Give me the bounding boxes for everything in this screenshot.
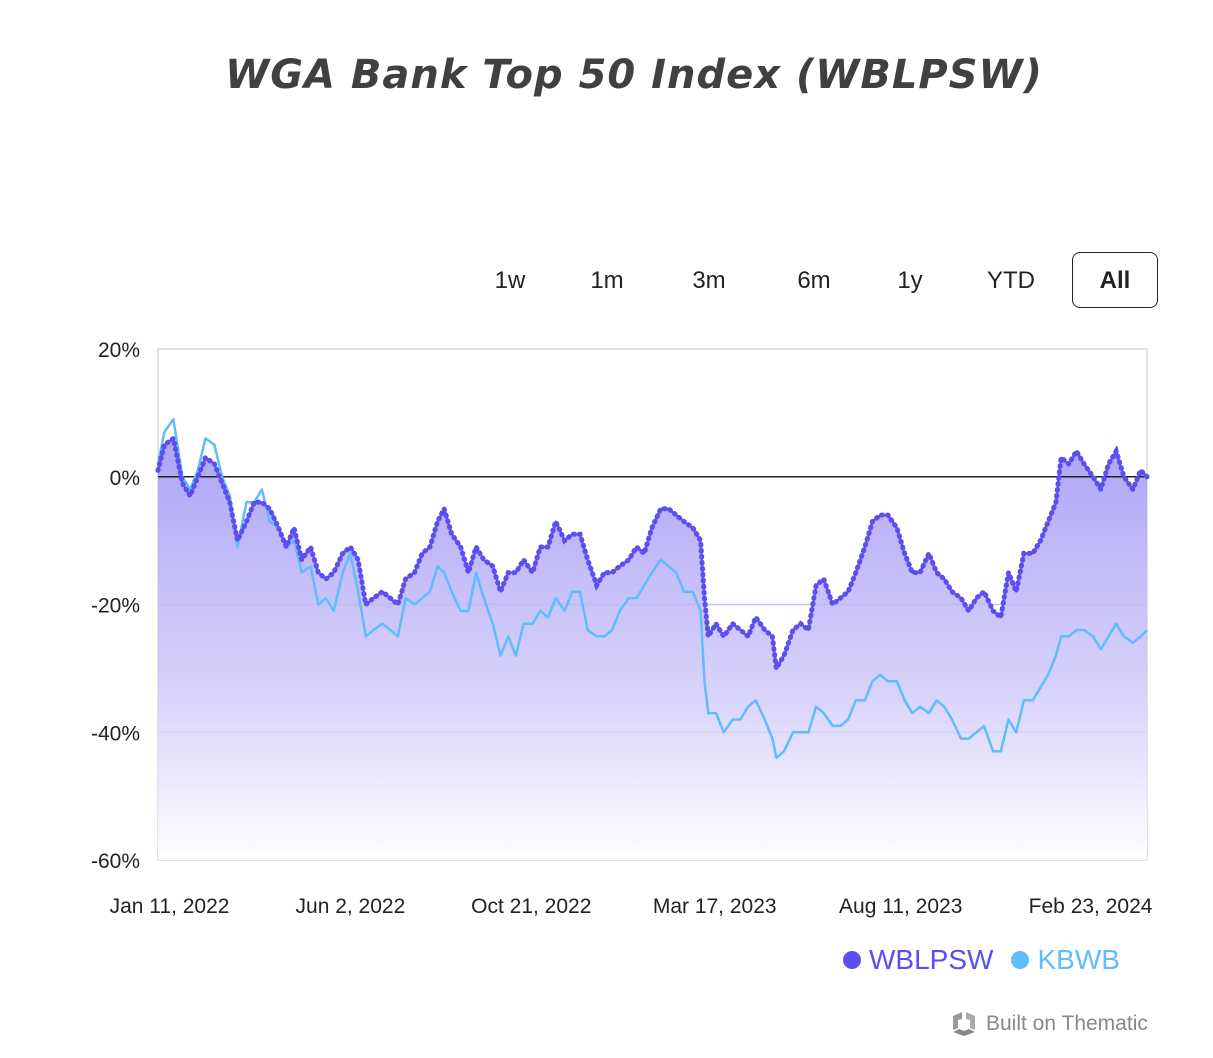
- legend: WBLPSW KBWB: [843, 944, 1120, 976]
- range-6m-button[interactable]: 6m: [797, 267, 831, 294]
- range-1w-button[interactable]: 1w: [494, 267, 526, 294]
- y-tick-label: 20%: [98, 339, 140, 362]
- kbwb-line: [156, 418, 1148, 760]
- x-tick-label: Mar 17, 2023: [653, 895, 777, 918]
- chart-area: 20% 0% -20% -40% -60% Jan 11, 2022 Jun 2, 2022…: [91, 339, 1153, 918]
- y-tick-label: -60%: [91, 850, 140, 873]
- range-1y-button[interactable]: 1y: [897, 267, 923, 294]
- range-all-button[interactable]: All: [1072, 252, 1158, 308]
- legend-marker-wblpsw: [843, 951, 861, 969]
- x-tick-label: Jun 2, 2022: [296, 895, 406, 918]
- legend-label-wblpsw[interactable]: WBLPSW: [869, 944, 994, 975]
- chart-title: WGA Bank Top 50 Index (WBLPSW): [225, 52, 1043, 98]
- legend-label-kbwb[interactable]: KBWB: [1037, 944, 1120, 975]
- x-tick-label: Jan 11, 2022: [110, 895, 230, 918]
- y-tick-label: -20%: [91, 595, 140, 618]
- footer-text: Built on Thematic: [986, 1012, 1148, 1035]
- legend-marker-kbwb: [1011, 951, 1030, 969]
- y-tick-label: -40%: [91, 722, 140, 745]
- built-on-thematic[interactable]: Built on Thematic: [950, 1010, 1148, 1038]
- range-ytd-button[interactable]: YTD: [987, 267, 1035, 294]
- x-tick-label: Aug 11, 2023: [839, 895, 962, 918]
- range-1m-button[interactable]: 1m: [590, 267, 624, 294]
- y-tick-label: 0%: [110, 467, 140, 490]
- x-tick-label: Feb 23, 2024: [1029, 895, 1153, 918]
- range-3m-button[interactable]: 3m: [692, 267, 726, 294]
- wblpsw-line-markers: [155, 434, 1150, 676]
- wblpsw-area: [158, 438, 1147, 860]
- x-tick-label: Oct 21, 2022: [471, 895, 591, 918]
- thematic-logo-icon: [953, 1012, 975, 1036]
- range-selector: 1w 1m 3m 6m 1y YTD All: [470, 252, 1158, 308]
